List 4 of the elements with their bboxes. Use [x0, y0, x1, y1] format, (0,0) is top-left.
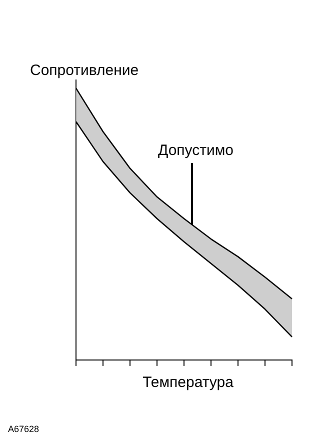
x-axis-title: Температура — [142, 374, 234, 391]
text: A67628 — [8, 424, 40, 434]
annotation: Допустимо — [158, 142, 234, 159]
y-axis-title: Сопротивление — [30, 62, 139, 79]
